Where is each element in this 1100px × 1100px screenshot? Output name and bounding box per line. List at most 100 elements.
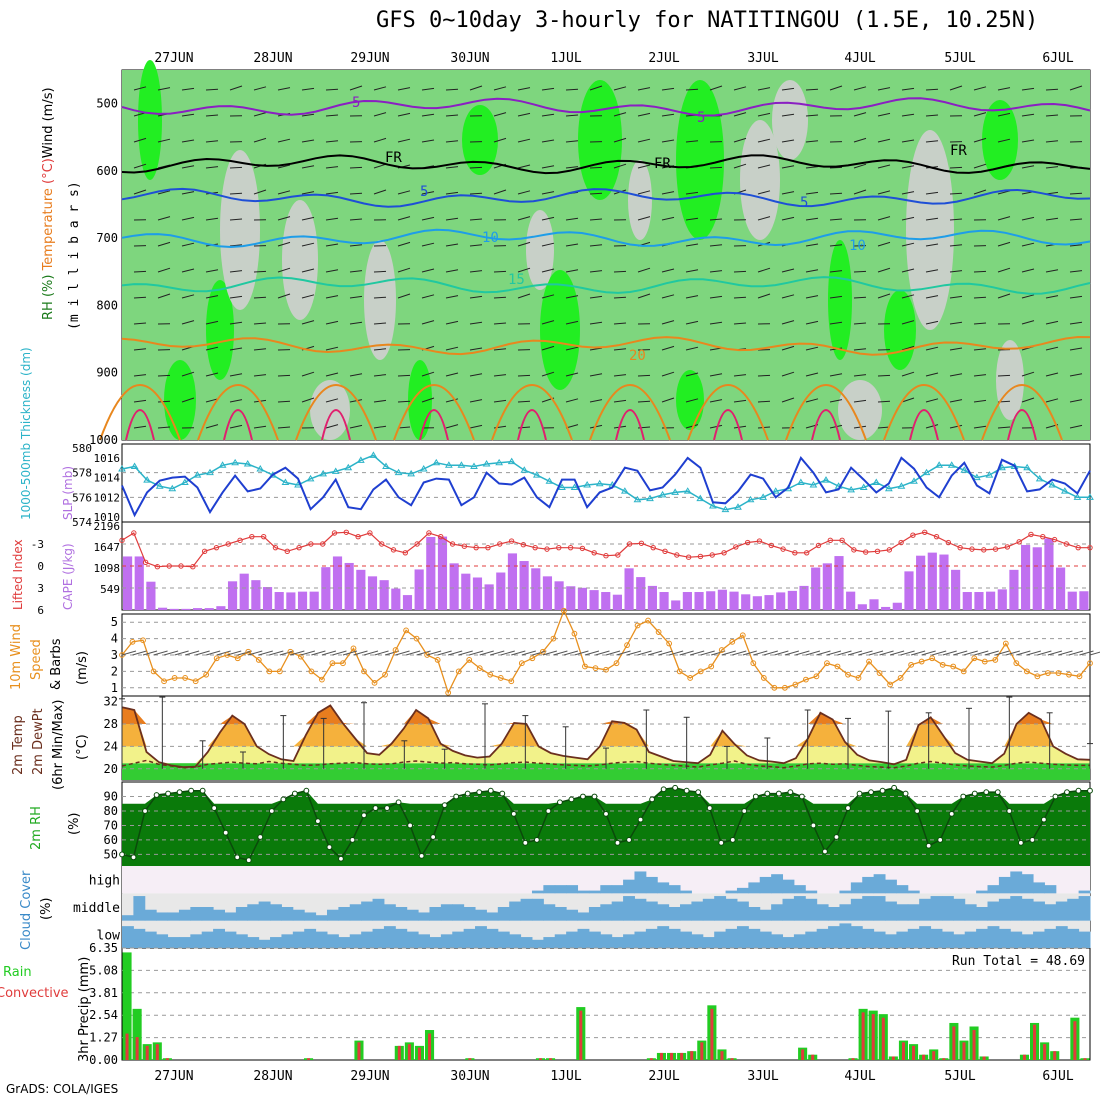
lifted-index-line <box>121 531 1090 568</box>
wind-speed-marker <box>1034 673 1041 680</box>
wind-speed-marker <box>1066 671 1072 678</box>
precip-ylabel: 3hr Precip (mm) <box>77 957 92 1062</box>
cloud-high-bar <box>543 885 556 894</box>
cape-bar <box>601 592 611 610</box>
cloud-middle-bar <box>691 901 704 921</box>
surface-wind-barb <box>668 650 684 656</box>
cloud-low-bar <box>691 934 704 948</box>
wind-barb <box>325 191 339 195</box>
temp-fill-dark <box>122 705 1090 724</box>
surface-wind-barb <box>206 650 221 656</box>
thickness-marker <box>922 468 931 476</box>
cloud-low-bar <box>680 931 692 948</box>
wind-barb <box>229 424 243 429</box>
wind-barb <box>301 294 315 299</box>
cloud-middle-bar <box>600 904 613 921</box>
cloud-high-bar <box>645 876 658 894</box>
wind-barb <box>133 86 147 91</box>
lifted-index-marker <box>272 544 279 551</box>
wind-barb <box>733 86 747 91</box>
wind-barb <box>205 269 219 273</box>
cloud-low-bar <box>201 931 214 948</box>
wind-barb <box>613 270 627 273</box>
wind-barb <box>805 243 819 247</box>
wind-barb <box>925 88 939 91</box>
precip-convective-bar <box>670 1052 674 1060</box>
wind-barb <box>157 293 171 299</box>
cloud-middle-bar <box>543 904 556 921</box>
lifted-index-marker <box>933 533 940 540</box>
wind-barb <box>229 192 243 195</box>
wind-barb <box>565 320 579 325</box>
rh-marker <box>338 855 344 862</box>
credit-label: GrADS: COLA/IGES <box>6 1082 119 1096</box>
precip-convective-bar <box>871 1014 875 1060</box>
lifted-index-marker <box>603 553 609 559</box>
lifted-index-marker <box>792 550 798 556</box>
wind-barb <box>397 112 411 117</box>
surface-wind-barb <box>563 650 579 656</box>
surface-wind-barb <box>163 650 179 656</box>
rh-dry-patch <box>996 340 1024 420</box>
wind-barb <box>781 371 795 377</box>
surface-wind-barb <box>237 650 252 656</box>
date-label-bottom: 30JUN <box>450 1069 489 1084</box>
wind-barb <box>1021 294 1035 299</box>
lifted-index-marker <box>1028 531 1034 538</box>
wind-tick: 5 <box>111 615 118 629</box>
wind-barb <box>637 267 651 273</box>
isotherm-line <box>121 335 1091 356</box>
slp-ylabel: SLP (mb) <box>61 466 75 520</box>
rh-marker <box>464 790 471 797</box>
surface-wind-barb <box>626 650 642 656</box>
cloud-low-bar <box>167 937 180 948</box>
wind-barb <box>253 137 267 143</box>
cape-bar <box>577 587 588 610</box>
wind-barb <box>565 269 579 273</box>
cape-bar <box>239 573 249 610</box>
wind-barb <box>469 166 483 169</box>
surface-wind-barb <box>637 650 652 656</box>
rh-marker <box>845 805 851 811</box>
cloud-high-bar <box>976 890 989 894</box>
cape-bar <box>367 576 378 610</box>
wind-barb <box>133 322 147 325</box>
lifted-index-marker <box>225 541 231 547</box>
cape-bar <box>123 556 133 610</box>
lifted-tick: -3 <box>31 538 44 551</box>
wind-barb <box>181 139 195 143</box>
wind-barb <box>853 348 867 351</box>
wind-barb <box>877 267 891 273</box>
cloud-low-bar <box>941 931 954 948</box>
thickness-marker <box>419 464 428 472</box>
rh-ylabel-2: (%) <box>67 813 82 836</box>
wind-barb <box>349 270 363 273</box>
rh-moist-patch <box>884 290 916 370</box>
date-label-top: 1JUL <box>550 51 581 66</box>
wind-barb <box>229 218 243 221</box>
wind-barb <box>709 373 723 377</box>
wind-barb <box>901 371 915 377</box>
wind-speed-marker <box>276 668 283 675</box>
wind-barb <box>421 371 435 377</box>
rh-marker <box>983 789 990 796</box>
lifted-index-marker <box>237 537 243 544</box>
lifted-tick: 0 <box>37 560 44 573</box>
cloud-low-bar <box>122 926 134 948</box>
wind-barb <box>157 241 171 247</box>
thickness-marker <box>1073 493 1082 500</box>
surface-wind-barb <box>405 650 421 656</box>
precip-tick: 3.81 <box>89 986 118 1000</box>
wind-barb <box>829 244 843 247</box>
wind-barb <box>589 270 603 273</box>
wind-speed-marker <box>361 668 367 675</box>
wind-barb <box>493 189 507 195</box>
wind-barb <box>613 322 627 325</box>
cloud-low-bar <box>782 937 795 948</box>
thickness-marker <box>218 461 227 468</box>
rh-marker <box>994 789 1001 796</box>
cloud-high-bar <box>885 879 897 894</box>
surface-wind-barb <box>1058 650 1073 656</box>
cape-ylabel: CAPE (J/kg) <box>61 543 75 610</box>
rh-marker <box>476 789 483 796</box>
